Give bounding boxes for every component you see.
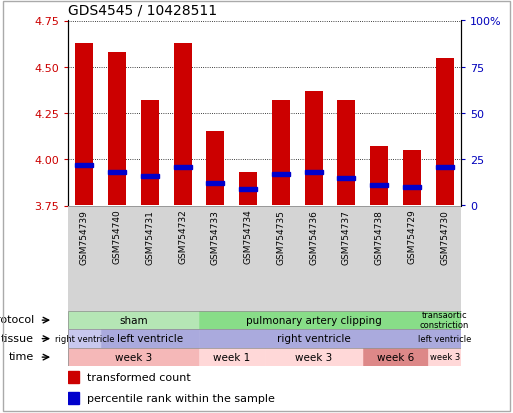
Bar (173, 165, 192, 169)
Bar (199, 329, 428, 348)
Bar (239, 188, 257, 191)
Text: sham: sham (119, 315, 148, 325)
Text: pulmonary artery clipping: pulmonary artery clipping (246, 315, 382, 325)
Text: percentile rank within the sample: percentile rank within the sample (87, 393, 275, 403)
Text: week 3: week 3 (429, 352, 460, 361)
Text: GSM754732: GSM754732 (178, 209, 187, 264)
Bar (68, 371, 79, 383)
Text: protocol: protocol (0, 315, 34, 325)
Text: GSM754733: GSM754733 (211, 209, 220, 264)
Bar (199, 348, 265, 366)
Text: transaortic
constriction: transaortic constriction (420, 310, 469, 330)
Bar (428, 348, 461, 366)
Text: GSM754737: GSM754737 (342, 209, 351, 264)
Text: GSM754736: GSM754736 (309, 209, 318, 264)
Text: GSM754734: GSM754734 (244, 209, 252, 264)
Bar (239, 173, 257, 206)
Bar (403, 151, 421, 206)
Bar (133, 206, 166, 311)
Bar (75, 44, 93, 206)
Bar (75, 164, 93, 167)
Bar (68, 206, 101, 311)
Bar (68, 392, 79, 404)
Bar (199, 311, 428, 329)
Bar (338, 101, 356, 206)
Bar (330, 206, 363, 311)
Bar (396, 206, 428, 311)
Text: week 1: week 1 (213, 352, 250, 362)
Text: GSM754730: GSM754730 (440, 209, 449, 264)
Text: GSM754729: GSM754729 (407, 209, 417, 264)
Bar (428, 206, 461, 311)
Bar (305, 92, 323, 206)
Text: right ventricle: right ventricle (54, 334, 114, 343)
Bar (363, 206, 396, 311)
Bar (297, 206, 330, 311)
Text: GSM754738: GSM754738 (374, 209, 384, 264)
Bar (68, 329, 101, 348)
Bar (305, 171, 323, 175)
Bar (68, 311, 199, 329)
Bar (272, 173, 290, 177)
Text: transformed count: transformed count (87, 372, 191, 382)
Bar (206, 132, 224, 206)
Bar (370, 147, 388, 206)
Bar (370, 184, 388, 188)
Bar (108, 53, 126, 206)
Bar (101, 329, 199, 348)
Text: tissue: tissue (1, 333, 34, 343)
Text: left ventricle: left ventricle (418, 334, 471, 343)
Bar (232, 206, 265, 311)
Text: right ventricle: right ventricle (277, 333, 350, 344)
Bar (436, 165, 453, 169)
Text: GSM754731: GSM754731 (145, 209, 154, 264)
Bar (363, 348, 428, 366)
Bar (141, 174, 159, 178)
Bar (265, 348, 363, 366)
Text: GSM754740: GSM754740 (113, 209, 122, 264)
Text: week 3: week 3 (115, 352, 152, 362)
Bar (272, 101, 290, 206)
Text: week 6: week 6 (377, 352, 414, 362)
Bar (403, 185, 421, 190)
Bar (173, 44, 192, 206)
Bar (265, 206, 297, 311)
Bar (108, 171, 126, 175)
Text: left ventricle: left ventricle (117, 333, 183, 344)
Bar (338, 176, 356, 180)
Bar (199, 206, 232, 311)
Bar (428, 329, 461, 348)
Text: GSM754739: GSM754739 (80, 209, 89, 264)
Bar (101, 206, 133, 311)
Text: GDS4545 / 10428511: GDS4545 / 10428511 (68, 4, 217, 17)
Bar (68, 348, 199, 366)
Bar (141, 101, 159, 206)
Bar (206, 182, 224, 186)
Text: GSM754735: GSM754735 (277, 209, 285, 264)
Text: week 3: week 3 (295, 352, 332, 362)
Bar (166, 206, 199, 311)
Text: time: time (9, 351, 34, 361)
Bar (428, 311, 461, 329)
Bar (436, 58, 453, 206)
